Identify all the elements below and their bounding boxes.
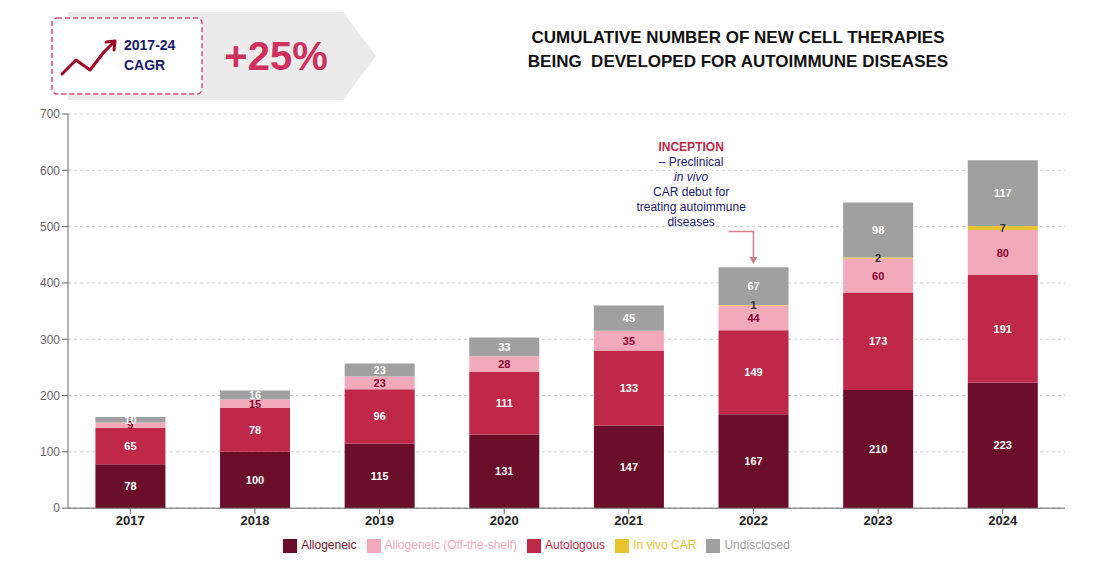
svg-text:78: 78 [124,480,136,492]
svg-text:200: 200 [40,389,60,403]
svg-text:2024: 2024 [988,513,1018,528]
svg-text:45: 45 [623,312,635,324]
svg-text:in vivo: in vivo [674,170,708,184]
svg-text:CAGR: CAGR [124,57,165,73]
svg-text:223: 223 [994,439,1012,451]
svg-text:700: 700 [40,107,60,121]
svg-text:CAR debut for: CAR debut for [653,185,729,199]
svg-text:2018: 2018 [240,513,269,528]
svg-text:210: 210 [869,443,887,455]
svg-text:INCEPTION: INCEPTION [658,140,723,154]
svg-text:35: 35 [623,335,635,347]
svg-text:+25%: +25% [224,34,327,78]
svg-text:100: 100 [40,445,60,459]
html-text:CUMULATIVE NUMBER OF NEW CELL: CUMULATIVE NUMBER OF NEW CELL THERAPIES [531,28,945,47]
svg-text:2: 2 [875,252,881,264]
svg-text:167: 167 [744,455,762,467]
html-text:In vivo CAR: In vivo CAR [633,538,697,553]
html-text:Allogeneic: Allogeneic [301,538,357,553]
svg-text:65: 65 [124,440,136,452]
svg-text:98: 98 [872,224,884,236]
svg-text:2017-24: 2017-24 [124,37,176,53]
svg-text:28: 28 [498,358,510,370]
svg-text:23: 23 [374,377,386,389]
svg-text:300: 300 [40,333,60,347]
svg-text:44: 44 [747,312,760,324]
svg-text:600: 600 [40,164,60,178]
svg-text:7: 7 [1000,222,1006,234]
svg-text:23: 23 [374,364,386,376]
svg-text:115: 115 [371,470,389,482]
html-text:Allogeneic (Off-the-shelf): Allogeneic (Off-the-shelf) [384,538,517,553]
svg-text:10: 10 [124,414,136,426]
svg-text:78: 78 [249,424,261,436]
svg-text:2019: 2019 [365,513,394,528]
svg-text:2023: 2023 [864,513,893,528]
svg-text:400: 400 [40,276,60,290]
svg-text:147: 147 [620,461,638,473]
svg-text:15: 15 [248,397,262,410]
svg-text:67: 67 [747,280,759,292]
svg-text:treating autoimmune: treating autoimmune [636,200,746,214]
svg-text:– Preclinical: – Preclinical [659,155,724,169]
svg-text:133: 133 [620,382,638,394]
svg-text:0: 0 [53,501,60,515]
svg-text:2021: 2021 [614,513,643,528]
svg-text:2020: 2020 [490,513,519,528]
svg-text:111: 111 [496,397,513,409]
svg-text:diseases: diseases [667,215,714,229]
svg-text:500: 500 [40,220,60,234]
html-text:Autologous: Autologous [545,538,606,553]
svg-text:96: 96 [374,410,386,422]
html-text:Undisclosed: Undisclosed [724,538,790,553]
svg-text:16: 16 [249,389,261,401]
svg-text:33: 33 [498,341,510,353]
svg-text:191: 191 [994,323,1012,335]
svg-text:173: 173 [869,335,887,347]
svg-text:1: 1 [750,299,756,311]
svg-text:2017: 2017 [116,513,145,528]
svg-text:149: 149 [744,366,762,378]
svg-text:131: 131 [495,465,513,477]
svg-text:117: 117 [994,187,1012,199]
svg-text:80: 80 [997,247,1009,259]
svg-text:60: 60 [872,270,884,282]
svg-text:2022: 2022 [739,513,768,528]
html-text:BEING DEVELOPED FOR AUTOIMMUNE: BEING DEVELOPED FOR AUTOIMMUNE DISEASES [527,52,949,71]
svg-text:100: 100 [246,474,264,486]
